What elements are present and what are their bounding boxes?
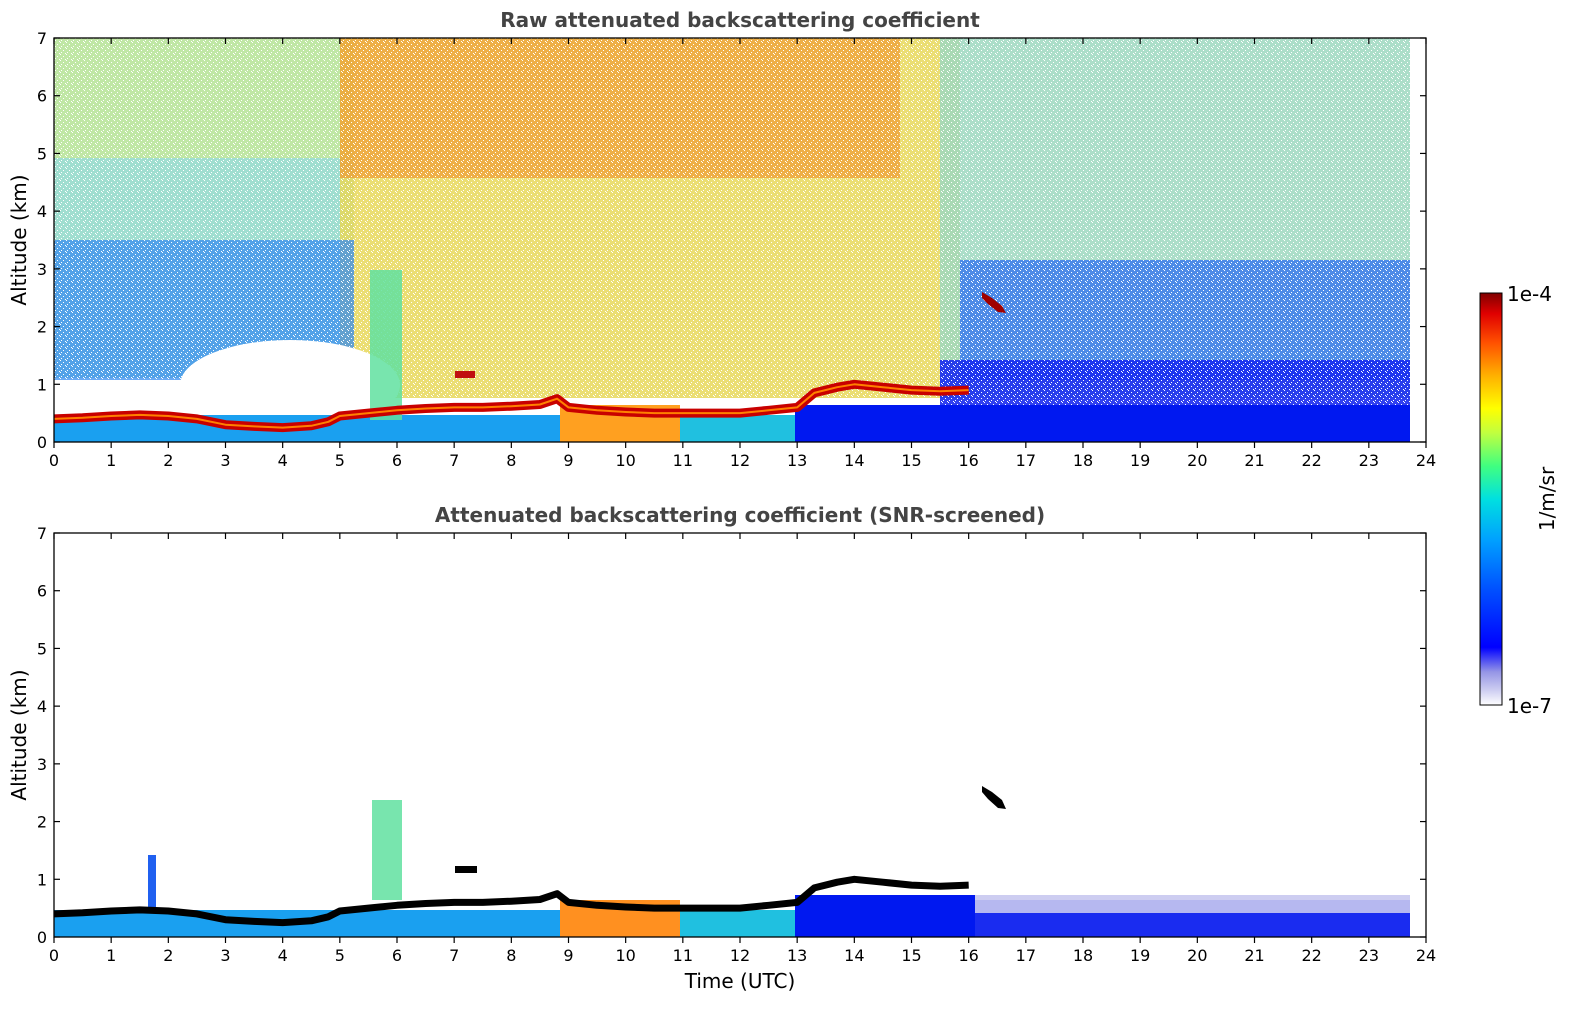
y-tick-label: 5 xyxy=(37,144,47,163)
y-tick-label: 0 xyxy=(37,928,47,947)
x-tick-label: 2 xyxy=(163,946,173,965)
x-tick-label: 23 xyxy=(1359,946,1379,965)
x-tick-label: 11 xyxy=(673,946,693,965)
scr-plume xyxy=(372,800,402,900)
raw-boundary-layer-core xyxy=(54,383,969,429)
x-tick-label: 11 xyxy=(673,451,693,470)
colorbar: 1e-4 1e-7 1/m/sr xyxy=(1479,282,1559,718)
x-tick-label: 13 xyxy=(787,946,807,965)
panel-raw-title: Raw attenuated backscattering coefficien… xyxy=(500,8,980,32)
x-tick-label: 22 xyxy=(1301,946,1321,965)
y-tick-label: 2 xyxy=(37,318,47,337)
x-tick-label: 5 xyxy=(335,451,345,470)
x-tick-label: 15 xyxy=(901,451,921,470)
x-tick-label: 19 xyxy=(1130,451,1150,470)
panel-screened-plot xyxy=(54,786,1410,937)
scr-bl-fill-4 xyxy=(795,895,975,937)
panel-screened-frame xyxy=(53,532,1427,938)
x-tick-label: 10 xyxy=(615,451,635,470)
x-tick-label: 5 xyxy=(335,946,345,965)
x-tick-label: 15 xyxy=(901,946,921,965)
x-tick-label: 7 xyxy=(449,946,459,965)
y-tick-label: 1 xyxy=(37,870,47,889)
x-tick-label: 22 xyxy=(1301,451,1321,470)
raw-cloud xyxy=(982,292,1006,313)
y-tick-label: 0 xyxy=(37,433,47,452)
y-tick-label: 2 xyxy=(37,813,47,832)
colorbar-gradient xyxy=(1479,292,1503,706)
x-tick-label: 20 xyxy=(1187,451,1207,470)
raw-thin-layer xyxy=(455,371,475,378)
y-tick-label: 6 xyxy=(37,582,47,601)
x-tick-label: 7 xyxy=(449,451,459,470)
x-tick-label: 12 xyxy=(730,451,750,470)
x-tick-label: 16 xyxy=(958,451,978,470)
x-tick-label: 6 xyxy=(392,946,402,965)
x-tick-label: 21 xyxy=(1244,946,1264,965)
colorbar-min-label: 1e-7 xyxy=(1507,694,1552,718)
x-tick-label: 1 xyxy=(106,451,116,470)
colorbar-max-label: 1e-4 xyxy=(1507,282,1552,306)
y-tick-label: 3 xyxy=(37,755,47,774)
x-tick-label: 3 xyxy=(220,946,230,965)
x-tick-label: 17 xyxy=(1016,451,1036,470)
x-tick-label: 23 xyxy=(1359,451,1379,470)
x-tick-label: 24 xyxy=(1416,451,1436,470)
scr-thin-layer xyxy=(455,866,477,873)
colorbar-unit-label: 1/m/sr xyxy=(1535,466,1559,531)
x-tick-label: 6 xyxy=(392,451,402,470)
x-tick-label: 12 xyxy=(730,946,750,965)
x-tick-label: 8 xyxy=(506,451,516,470)
y-tick-label: 7 xyxy=(37,29,47,48)
x-tick-label: 18 xyxy=(1073,946,1093,965)
panel-raw-axes: 0 1 2 3 4 5 6 7 8 9 10 11 12 13 14 15 16 17 18 19 20 21 22 23 24… xyxy=(37,29,1436,470)
x-tick-label: 14 xyxy=(844,451,864,470)
raw-bl-fill-3 xyxy=(680,415,795,442)
panel-screened-title: Attenuated backscattering coefficient (S… xyxy=(435,503,1045,527)
x-tick-label: 9 xyxy=(563,946,573,965)
scr-bl-fill-3 xyxy=(680,910,795,937)
scr-bl-fade xyxy=(975,895,1410,913)
y-tick-label: 5 xyxy=(37,639,47,658)
panel-raw-plot xyxy=(54,38,1410,442)
x-tick-label: 17 xyxy=(1016,946,1036,965)
x-tick-label: 21 xyxy=(1244,451,1264,470)
panel-screened-axes: 0 1 2 3 4 5 6 7 8 9 10 11 12 13 14 15 16 17 18 19 20 21 22 23 24… xyxy=(37,524,1436,965)
scr-spike-1 xyxy=(148,855,156,910)
x-tick-label: 3 xyxy=(220,451,230,470)
scr-boundary-layer-top xyxy=(54,875,969,927)
panel-screened-ylabel: Altitude (km) xyxy=(7,669,31,800)
raw-noise-texture xyxy=(54,38,1410,442)
x-tick-label: 0 xyxy=(49,946,59,965)
x-tick-label: 20 xyxy=(1187,946,1207,965)
panel-screened: Attenuated backscattering coefficient (S… xyxy=(7,503,1436,993)
y-tick-label: 3 xyxy=(37,260,47,279)
x-tick-label: 18 xyxy=(1073,451,1093,470)
x-tick-label: 9 xyxy=(563,451,573,470)
y-tick-label: 4 xyxy=(37,202,47,221)
panel-raw: Raw attenuated backscattering coefficien… xyxy=(7,8,1436,470)
y-tick-label: 4 xyxy=(37,697,47,716)
scr-cloud xyxy=(982,786,1006,809)
y-tick-label: 6 xyxy=(37,87,47,106)
y-tick-label: 7 xyxy=(37,524,47,543)
x-tick-label: 24 xyxy=(1416,946,1436,965)
y-tick-label: 1 xyxy=(37,375,47,394)
x-tick-label: 10 xyxy=(615,946,635,965)
x-tick-label: 16 xyxy=(958,946,978,965)
panel-screened-xlabel: Time (UTC) xyxy=(684,969,796,993)
x-tick-label: 19 xyxy=(1130,946,1150,965)
x-tick-label: 8 xyxy=(506,946,516,965)
x-tick-label: 4 xyxy=(278,946,288,965)
raw-bl-fill-4 xyxy=(795,405,1410,442)
x-tick-label: 0 xyxy=(49,451,59,470)
x-tick-label: 2 xyxy=(163,451,173,470)
panel-raw-ylabel: Altitude (km) xyxy=(7,174,31,305)
x-tick-label: 14 xyxy=(844,946,864,965)
x-tick-label: 4 xyxy=(278,451,288,470)
x-tick-label: 13 xyxy=(787,451,807,470)
x-tick-label: 1 xyxy=(106,946,116,965)
raw-plume xyxy=(370,270,402,420)
